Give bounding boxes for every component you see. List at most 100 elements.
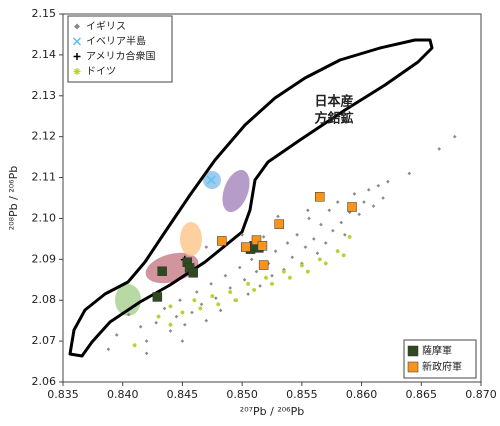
point (228, 290, 233, 295)
point (246, 281, 251, 286)
point (240, 242, 251, 252)
point (204, 318, 209, 323)
point (199, 302, 204, 307)
annotation: 日本産 (314, 94, 353, 110)
point (258, 284, 262, 288)
y-tick-label: 2.12 (32, 130, 57, 143)
point (254, 269, 259, 274)
point (210, 294, 215, 299)
point (106, 347, 111, 352)
ore-field-outline (68, 38, 434, 358)
y-tick-label: 2.14 (32, 48, 57, 61)
point (144, 339, 149, 343)
x-tick-label: 0.840 (107, 388, 139, 401)
legend-marker (407, 361, 419, 373)
point (312, 237, 316, 241)
point (214, 296, 218, 300)
legend-label: イベリア半島 (86, 35, 146, 48)
plot-frame (62, 13, 482, 383)
point (192, 298, 197, 303)
point (218, 308, 223, 313)
region-ellipse (222, 169, 250, 213)
point (315, 251, 320, 255)
legend-label: 薩摩軍 (422, 344, 452, 357)
point (180, 339, 185, 343)
point (285, 241, 290, 245)
point (323, 261, 328, 266)
point (209, 282, 213, 286)
point (306, 208, 310, 213)
point (206, 175, 216, 185)
point (198, 306, 203, 311)
point (273, 249, 278, 253)
point (295, 233, 299, 237)
point (339, 220, 344, 225)
point (452, 134, 457, 139)
legend-marker (407, 345, 419, 357)
point (180, 310, 185, 315)
point (276, 214, 280, 219)
y-axis-label: ²⁰⁸Pb / ²⁰⁶Pb (7, 166, 20, 230)
point (257, 241, 268, 251)
y-tick-label: 2.10 (32, 211, 57, 224)
point (174, 314, 179, 319)
point (362, 200, 366, 204)
legend-marker (73, 53, 81, 60)
point (178, 298, 182, 303)
point (437, 147, 441, 151)
x-axis-label: ²⁰⁷Pb / ²⁰⁶Pb (240, 405, 304, 418)
point (270, 273, 274, 278)
point (335, 249, 340, 254)
point (194, 290, 199, 294)
annotation: 方鉛鉱 (314, 111, 353, 127)
point (407, 171, 412, 176)
point (347, 210, 352, 215)
point (168, 304, 173, 309)
point (162, 306, 167, 311)
y-tick-label: 2.09 (32, 252, 57, 265)
x-tick-label: 0.845 (167, 388, 199, 401)
legend-label: アメリカ合衆国 (86, 50, 156, 63)
point (138, 325, 143, 329)
point (335, 200, 340, 204)
point (234, 298, 239, 303)
x-tick-label: 0.870 (465, 388, 497, 401)
legend-marker (73, 68, 81, 75)
y-tick-label: 2.08 (32, 293, 57, 306)
point (242, 277, 247, 282)
point (157, 266, 167, 276)
point (152, 292, 163, 302)
point (217, 236, 227, 246)
point (264, 275, 269, 280)
point (323, 241, 328, 245)
x-tick-label: 0.855 (286, 388, 318, 401)
y-tick-label: 2.13 (32, 89, 57, 102)
point (216, 302, 221, 307)
point (246, 292, 250, 296)
x-tick-label: 0.865 (406, 388, 438, 401)
y-tick-label: 2.11 (32, 171, 57, 184)
legend-marker (72, 37, 82, 46)
x-tick-label: 0.850 (226, 388, 258, 401)
point (327, 208, 332, 213)
point (154, 320, 158, 325)
point (290, 255, 295, 260)
point (347, 234, 352, 239)
point (307, 216, 311, 221)
point (240, 233, 244, 237)
point (341, 253, 346, 258)
point (258, 260, 269, 270)
point (204, 245, 209, 249)
legend-box (67, 15, 173, 83)
point (281, 269, 286, 274)
x-tick-label: 0.860 (346, 388, 378, 401)
point (132, 343, 137, 348)
point (270, 281, 274, 286)
point (126, 312, 131, 317)
point (352, 192, 357, 196)
regions (115, 169, 250, 316)
point (300, 261, 304, 266)
legend-label: ドイツ (86, 67, 116, 78)
point (249, 257, 254, 262)
